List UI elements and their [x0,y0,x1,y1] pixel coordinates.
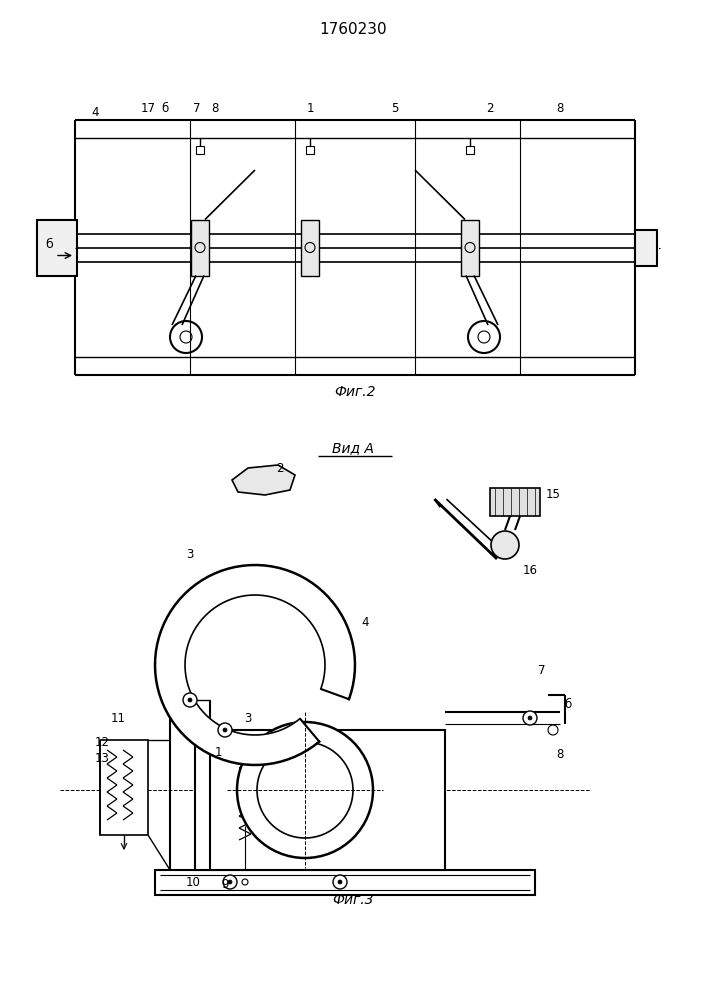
Text: Фиг.2: Фиг.2 [334,385,375,399]
Text: 2: 2 [486,102,493,114]
Circle shape [218,723,232,737]
Text: 11: 11 [110,712,126,724]
Bar [466,146,474,154]
Text: 7: 7 [193,102,201,114]
Bar [191,220,209,275]
Bar [37,220,77,275]
Text: 17: 17 [141,102,156,114]
Circle shape [237,722,373,858]
Bar [155,870,535,895]
Text: 8: 8 [211,102,218,114]
Circle shape [491,531,519,559]
Text: б: б [564,698,572,712]
Circle shape [188,698,192,702]
Circle shape [183,693,197,707]
Text: 9: 9 [221,878,229,890]
Polygon shape [232,465,295,495]
Text: 1: 1 [214,746,222,758]
Bar [490,488,540,516]
Text: Фиг.3: Фиг.3 [332,893,374,907]
Circle shape [333,875,347,889]
Bar [100,740,148,835]
Text: 10: 10 [185,876,201,888]
Circle shape [228,880,232,884]
Circle shape [528,716,532,720]
Circle shape [242,879,248,885]
Bar [301,220,319,275]
Text: 1: 1 [306,102,314,114]
Text: 12: 12 [95,736,110,748]
Text: 8: 8 [556,102,563,114]
Circle shape [223,728,227,732]
Bar [461,220,479,275]
Text: 1760230: 1760230 [319,22,387,37]
Text: 3: 3 [245,712,252,724]
Polygon shape [155,565,355,765]
Text: Вид А: Вид А [332,441,374,455]
Text: 13: 13 [95,752,110,764]
Text: 4: 4 [91,105,99,118]
Bar [635,230,657,265]
Text: 7: 7 [538,664,546,676]
Text: 4: 4 [361,615,369,629]
Circle shape [338,880,342,884]
Text: б: б [45,238,53,251]
Text: 2: 2 [276,462,284,475]
Text: 15: 15 [546,488,561,502]
Circle shape [257,742,353,838]
Text: 8: 8 [556,748,563,762]
Text: 3: 3 [187,548,194,562]
Text: б: б [161,102,169,114]
Text: 5: 5 [391,102,399,114]
Text: 16: 16 [522,564,537,576]
Circle shape [223,875,237,889]
Bar [196,146,204,154]
Bar [306,146,314,154]
Bar [195,730,445,870]
Circle shape [523,711,537,725]
